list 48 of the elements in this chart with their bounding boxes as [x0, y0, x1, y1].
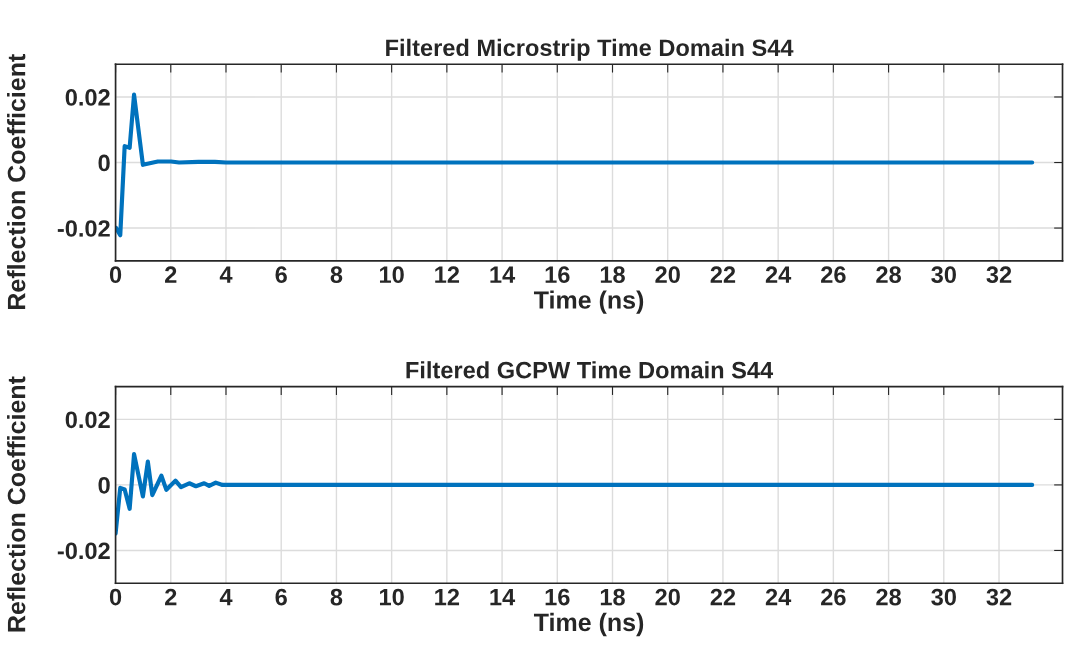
x-tick-label: 30 — [931, 588, 956, 606]
x-tick-label: 18 — [600, 588, 625, 606]
chart-title: Filtered GCPW Time Domain S44 — [406, 361, 774, 379]
x-tick-label: 4 — [219, 588, 233, 606]
x-tick-label: 14 — [490, 588, 516, 606]
x-tick-label: 26 — [821, 588, 846, 606]
x-tick-label: 6 — [275, 588, 287, 606]
chart-title: Filtered Microstrip Time Domain S44 — [386, 38, 794, 61]
x-tick-label: 10 — [380, 266, 404, 284]
x-tick-label: 8 — [330, 588, 343, 606]
x-tick-label: 2 — [165, 588, 177, 606]
y-tick-label: 0 — [98, 476, 110, 494]
x-axis-title: Time (ns) — [533, 290, 644, 314]
x-tick-label: 16 — [545, 266, 570, 284]
x-tick-label: 10 — [380, 588, 404, 606]
x-tick-label: 28 — [876, 266, 901, 284]
x-tick-label: 28 — [876, 588, 901, 606]
x-tick-label: 2 — [165, 266, 177, 283]
x-tick-label: 32 — [986, 588, 1012, 606]
x-tick-label: 18 — [600, 266, 625, 284]
x-axis-title: Time (ns) — [533, 612, 644, 637]
x-tick-label: 6 — [275, 266, 287, 284]
y-tick-label: 0.02 — [65, 411, 110, 429]
x-tick-label: 32 — [986, 266, 1012, 284]
y-tick-label: 0 — [98, 154, 110, 172]
x-tick-label: 8 — [330, 266, 343, 284]
line-series — [115, 92, 1035, 238]
y-axis-title: Reflection Coefficient — [7, 53, 26, 309]
line-series — [115, 452, 1035, 536]
y-tick-label: 0.02 — [65, 89, 110, 106]
x-tick-label: 20 — [655, 588, 680, 606]
y-tick-label: -0.02 — [57, 542, 110, 560]
x-tick-label: 20 — [655, 266, 680, 284]
x-tick-label: 24 — [765, 588, 792, 606]
y-tick-label: -0.02 — [57, 220, 110, 237]
x-tick-label: 16 — [545, 588, 570, 606]
x-tick-label: 30 — [931, 266, 956, 284]
x-tick-label: 24 — [765, 266, 792, 283]
x-tick-label: 12 — [435, 266, 460, 283]
x-tick-label: 22 — [710, 588, 736, 606]
x-tick-label: 12 — [435, 588, 460, 606]
y-axis-title: Reflection Coefficient — [7, 376, 26, 632]
x-tick-label: 22 — [710, 266, 736, 283]
x-tick-label: 0 — [109, 588, 122, 606]
x-tick-label: 26 — [821, 266, 846, 284]
x-tick-label: 0 — [109, 266, 122, 284]
x-tick-label: 14 — [490, 266, 516, 283]
x-tick-label: 4 — [219, 266, 233, 283]
